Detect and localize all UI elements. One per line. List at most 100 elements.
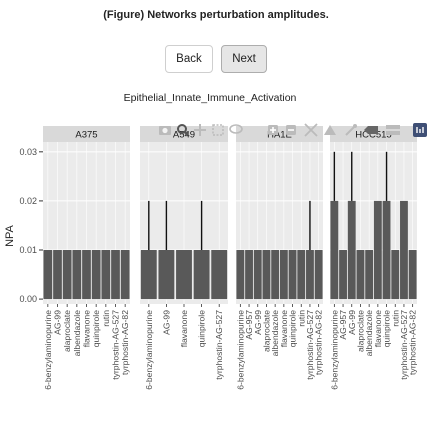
x-tick-label: alaproclate	[261, 310, 271, 352]
x-tick-label: quinpirole	[288, 310, 298, 347]
x-tick-label: tyrphostin-AG-527	[399, 310, 409, 380]
x-tick-label: flavanone	[279, 310, 289, 347]
bar	[391, 250, 400, 300]
y-tick-label: 0.00	[19, 294, 37, 304]
x-tick-label: albendazole	[364, 310, 374, 357]
facet-strip	[236, 126, 323, 142]
bar	[347, 200, 356, 300]
bar	[339, 250, 347, 300]
bar	[271, 250, 280, 300]
x-tick-label: AG-99	[53, 310, 63, 335]
npa-bar-chart: Epithelial_Innate_Immune_Activation NPA …	[4, 92, 427, 390]
x-tick-label: flavanone	[82, 310, 92, 347]
facet-panel: HCC515 6-benzylaminopurineAG-957AG-99alap…	[329, 126, 418, 390]
bar	[62, 250, 72, 300]
hover-closest-icon	[364, 126, 378, 134]
zoom-out-icon	[286, 125, 296, 135]
zoom-in-icon	[268, 125, 278, 135]
x-tick-label: AG-957	[244, 310, 254, 340]
zoom-icon	[177, 124, 189, 136]
bar	[356, 250, 365, 300]
y-tick-label: 0.03	[19, 147, 37, 157]
bar	[158, 250, 175, 300]
x-tick-label: AG-957	[338, 310, 348, 340]
back-button[interactable]: Back	[165, 45, 213, 73]
pan-icon	[194, 124, 206, 136]
bar	[140, 250, 157, 300]
facet-strip-label: HA1E	[267, 130, 292, 141]
lasso-select-icon	[229, 124, 243, 134]
facet-strip-label: A375	[75, 130, 97, 141]
chart-title: Epithelial_Innate_Immune_Activation	[124, 92, 297, 104]
facet-panel: HA1E 6-benzylaminopurineAG-957AG-99alapro…	[235, 126, 324, 390]
bar	[236, 250, 245, 300]
hover-compare-icon	[386, 125, 400, 135]
navigation-bar: Back Next	[0, 45, 432, 73]
x-tick-label: albendazole	[270, 310, 280, 357]
x-tick-label: AG-99	[161, 310, 171, 335]
bar	[193, 250, 210, 300]
bar	[53, 250, 62, 300]
plotly-logo-icon	[413, 123, 427, 137]
x-tick-label: AG-99	[253, 310, 263, 335]
bar	[382, 200, 391, 300]
x-tick-label: rutin	[101, 310, 111, 327]
x-tick-label: quinpirole	[197, 310, 207, 347]
bar	[245, 250, 253, 300]
next-button[interactable]: Next	[221, 45, 267, 73]
bar	[288, 250, 297, 300]
bar	[306, 250, 314, 300]
bar	[262, 250, 271, 300]
x-tick-label: tyrphostin-AG-82	[314, 310, 324, 375]
facet-strip	[43, 126, 130, 142]
x-tick-label: rutin	[296, 310, 306, 327]
bar	[314, 250, 323, 300]
figure-title: (Figure) Networks perturbation amplitude…	[103, 9, 329, 21]
x-tick-label: flavanone	[179, 310, 189, 347]
x-tick-label: alaproclate	[355, 310, 365, 352]
facet-strip-label: HCC515	[355, 130, 391, 141]
reset-axes-icon	[324, 125, 336, 135]
y-tick-label: 0.02	[19, 196, 37, 206]
facet-panel: A375 6-benzylaminopurine AG-99 alaproclate a…	[43, 126, 130, 390]
y-axis-label: NPA	[4, 224, 16, 246]
bar	[400, 200, 408, 300]
bar	[43, 250, 53, 300]
bar	[111, 250, 120, 300]
bar	[120, 250, 130, 300]
spike-lines-icon	[345, 124, 357, 136]
x-tick-label: 6-benzylaminopurine	[329, 310, 339, 390]
facet-strip-label: A549	[173, 130, 195, 141]
x-tick-label: 6-benzylaminopurine	[235, 310, 245, 390]
bar	[176, 250, 192, 300]
x-tick-label: tyrphostin-AG-527	[111, 310, 121, 380]
x-tick-label: albendazole	[72, 310, 82, 357]
box-select-icon	[212, 124, 224, 136]
bar	[82, 250, 91, 300]
modebar	[159, 123, 427, 137]
x-tick-label: flavanone	[373, 310, 383, 347]
camera-icon	[159, 126, 171, 135]
bar	[91, 250, 101, 300]
x-tick-label: 6-benzylaminopurine	[43, 310, 53, 390]
x-tick-label: quinpirole	[382, 310, 392, 347]
bar	[365, 250, 374, 300]
x-tick-label: rutin	[390, 310, 400, 327]
bar	[279, 250, 288, 300]
x-tick-label: tyrphostin-AG-82	[408, 310, 418, 375]
x-tick-label: tyrphostin-AG-527	[214, 310, 224, 380]
facet-panel: A549 6-benzylaminopurine AG-99 flavanone qui…	[140, 126, 228, 390]
bar	[101, 250, 111, 300]
x-tick-label: quinpirole	[91, 310, 101, 347]
bar	[72, 250, 82, 300]
x-tick-label: tyrphostin-AG-82	[120, 310, 130, 375]
bar	[297, 250, 306, 300]
x-tick-label: tyrphostin-AG-527	[305, 310, 315, 380]
autoscale-icon	[304, 123, 318, 137]
bar	[373, 200, 382, 300]
bar	[211, 250, 228, 300]
bar	[253, 250, 262, 300]
bar	[408, 250, 417, 300]
x-tick-label: 6-benzylaminopurine	[144, 310, 154, 390]
x-tick-label: alaproclate	[62, 310, 72, 352]
